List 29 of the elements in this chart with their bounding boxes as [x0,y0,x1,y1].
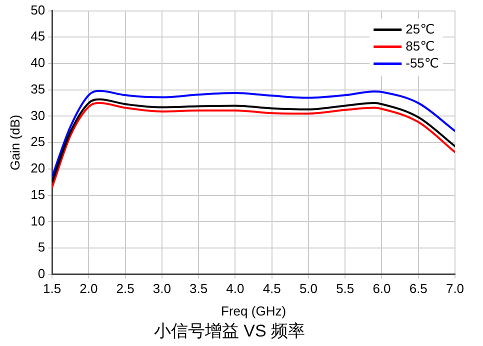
legend-label: 25℃ [406,21,435,36]
x-tick-label: 2.5 [116,280,134,296]
x-tick-label: 4.5 [262,280,281,296]
y-tick-label: 0 [38,266,46,281]
x-tick-label: 3.5 [190,280,208,296]
x-tick-label: 1.5 [43,280,62,296]
y-tick-label: 35 [30,81,46,96]
y-tick-label: 25 [30,134,46,150]
y-axis-title: Gain (dB) [7,114,22,170]
x-tick-label: 7.0 [446,280,464,296]
x-tick-label: 5.5 [336,280,354,296]
y-tick-label: 20 [30,160,46,176]
y-tick-label: 5 [38,240,46,255]
y-tick-label: 40 [30,55,46,70]
x-axis-title: Freq (GHz) [221,303,286,318]
text: 小信号增益 VS 频率 [154,321,306,340]
y-tick-label: 50 [30,2,46,18]
x-tick-label: 2.0 [80,280,98,296]
x-tick-label: 6.0 [372,280,391,296]
y-tick-label: 30 [30,108,46,123]
x-tick-label: 3.0 [152,280,171,296]
y-tick-label: 45 [30,28,46,44]
legend-label: 85℃ [406,38,435,54]
x-tick-label: 6.5 [409,280,428,296]
legend-label: -55℃ [406,55,439,70]
x-tick-label: 4.0 [226,280,244,296]
y-tick-label: 15 [30,186,46,202]
x-tick-label: 5.0 [299,280,318,296]
y-tick-label: 10 [30,213,46,228]
